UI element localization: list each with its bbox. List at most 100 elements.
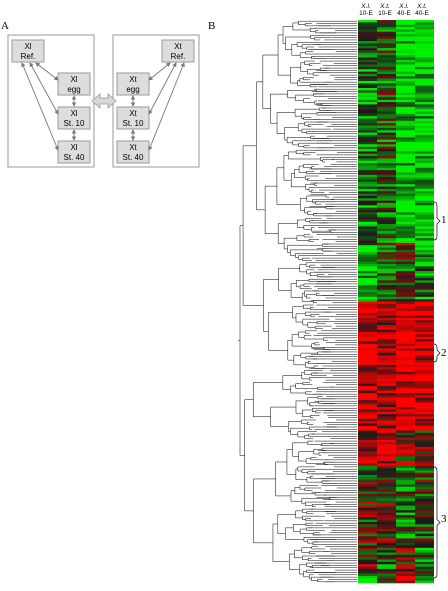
heatmap-cell (396, 38, 415, 42)
xt-arrows (130, 62, 185, 151)
heatmap-cell (358, 156, 377, 159)
heatmap-cell (396, 240, 415, 244)
heatmap-cell (358, 301, 377, 305)
heatmap-cell (358, 381, 377, 384)
heatmap-cell (377, 123, 396, 126)
heatmap-cell (377, 292, 396, 295)
heatmap-cell (358, 158, 377, 162)
heatmap-cell (415, 491, 434, 495)
heatmap-cell (415, 294, 434, 298)
heatmap-cell (415, 428, 434, 431)
heatmap-cell (358, 517, 377, 520)
heatmap-cell (377, 564, 396, 567)
heatmap-cell (377, 113, 396, 117)
heatmap-cell (396, 73, 415, 77)
heatmap-cell (415, 362, 434, 366)
heatmap-cell (377, 287, 396, 291)
heatmap-cell (415, 545, 434, 549)
heatmap-cell (415, 540, 434, 544)
heatmap-cell (415, 36, 434, 40)
heatmap-cell (396, 390, 415, 394)
heatmap-cell (358, 397, 377, 401)
heatmap-cell (358, 580, 377, 584)
heatmap-cell (415, 313, 434, 316)
heatmap-cell (396, 158, 415, 162)
heatmap-cell (358, 404, 377, 408)
heatmap-cell (415, 301, 434, 305)
heatmap-cell (377, 475, 396, 478)
heatmap-cell (396, 374, 415, 377)
heatmap-cell (358, 90, 377, 94)
heatmap-cell (377, 141, 396, 145)
heatmap-cell (415, 317, 434, 321)
heatmap-cell (358, 106, 377, 110)
heatmap-cell (415, 444, 434, 448)
heatmap-cell (358, 240, 377, 244)
heatmap-cell (396, 327, 415, 330)
heatmap-cell (358, 512, 377, 516)
heatmap-cell (396, 22, 415, 25)
heatmap-cell (377, 313, 396, 316)
heatmap-cell (415, 554, 434, 558)
heatmap-cell (358, 461, 377, 464)
heatmap-cell (377, 439, 396, 443)
heatmap-cell (358, 456, 377, 459)
heatmap-cell (377, 465, 396, 469)
heatmap-cell (377, 331, 396, 335)
heatmap-cell (415, 533, 434, 537)
heatmap-cell (415, 303, 434, 307)
heatmap-cell (377, 34, 396, 37)
heatmap-cell (415, 252, 434, 255)
heatmap-cell (415, 45, 434, 49)
heatmap-cell (415, 174, 434, 178)
cluster-bracket-2 (433, 343, 441, 363)
heatmap-cell (358, 364, 377, 368)
heatmap-cell (396, 529, 415, 532)
xl-egg-species: Xl (70, 75, 77, 84)
heatmap-cell (396, 310, 415, 314)
heatmap-cell (396, 57, 415, 61)
heatmap-cell (396, 282, 415, 286)
heatmap-cell (415, 421, 434, 424)
heatmap-cell (377, 280, 396, 284)
heatmap-cell (358, 177, 377, 180)
heatmap-cell (396, 45, 415, 49)
heatmap-cell (358, 343, 377, 347)
heatmap-cell (377, 278, 396, 281)
heatmap-cell (415, 207, 434, 211)
heatmap-cell (396, 238, 415, 241)
heatmap-cell (377, 233, 396, 237)
heatmap-cell (396, 76, 415, 79)
heatmap-cell (396, 571, 415, 574)
heatmap-cell (358, 355, 377, 359)
heatmap-cell (358, 120, 377, 124)
heatmap-cell (358, 268, 377, 272)
heatmap-cell (358, 336, 377, 340)
heatmap-cell (415, 390, 434, 394)
heatmap-cell (415, 109, 434, 112)
heatmap-cell (377, 268, 396, 272)
heatmap-cell (358, 221, 377, 225)
heatmap-cell (396, 156, 415, 159)
heatmap-cell (396, 294, 415, 298)
heatmap-cell (377, 343, 396, 347)
heatmap-cell (396, 578, 415, 581)
heatmap-cell (396, 55, 415, 58)
heatmap-cell (415, 529, 434, 532)
heatmap-cell (415, 456, 434, 459)
heatmap-cell (415, 507, 434, 511)
heatmap-cell (415, 238, 434, 241)
heatmap-cell (358, 266, 377, 269)
heatmap-cell (377, 125, 396, 129)
heatmap-cell (377, 444, 396, 448)
heatmap-cell (396, 48, 415, 51)
heatmap-cell (358, 116, 377, 119)
heatmap-cell (358, 421, 377, 424)
heatmap-cell (377, 418, 396, 422)
heatmap-cell (396, 80, 415, 84)
heatmap-cell (396, 132, 415, 136)
heatmap-cell (377, 500, 396, 504)
heatmap-cell (358, 475, 377, 478)
heatmap-cell (358, 151, 377, 155)
heatmap-cell (396, 444, 415, 448)
